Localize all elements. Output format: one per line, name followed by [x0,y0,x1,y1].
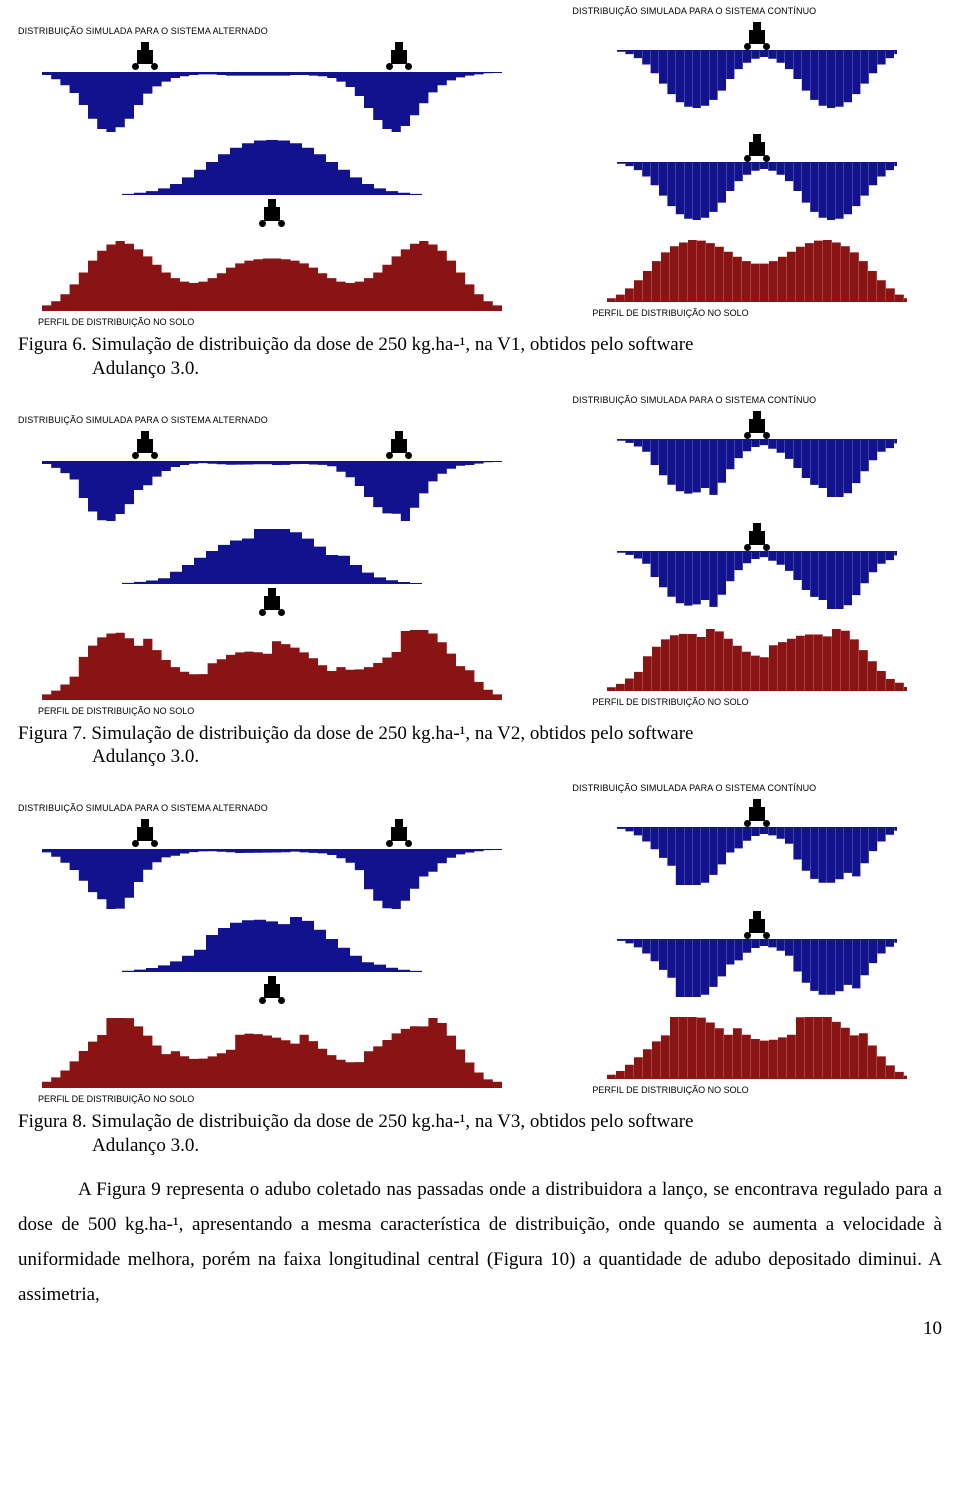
tractor-icon [744,22,770,50]
fig8-right-footer: PERFIL DE DISTRIBUIÇÃO NO SOLO [572,1085,748,1095]
fig7-right-title: DISTRIBUIÇÃO SIMULADA PARA O SISTEMA CON… [572,395,816,405]
fig8-panel-right: DISTRIBUIÇÃO SIMULADA PARA O SISTEMA CON… [572,783,942,1104]
fig8-left-content [18,819,526,1088]
fig8-caption: Figura 8. Simulação de distribuição da d… [18,1110,942,1158]
tractor-icon [744,911,770,939]
fig8-left-tractor-row-top [18,819,526,847]
fig7-caption: Figura 7. Simulação de distribuição da d… [18,722,942,770]
fig8-caption-text-line1: Figura 8. Simulação de distribuição da d… [18,1111,693,1132]
fig7-left-title: DISTRIBUIÇÃO SIMULADA PARA O SISTEMA ALT… [18,415,268,425]
tractor-icon [259,976,285,1004]
tractor-icon [386,819,412,847]
fig6-right-footer: PERFIL DE DISTRIBUIÇÃO NO SOLO [572,308,748,318]
fig8-right-dist-2 [617,939,897,997]
fig8-right-dist-3 [607,1017,907,1079]
fig7-panel-right: DISTRIBUIÇÃO SIMULADA PARA O SISTEMA CON… [572,395,942,716]
fig6-left-dist-bot [42,241,502,311]
fig8-left-dist-bot [42,1018,502,1088]
tractor-icon [744,799,770,827]
fig8-right-title: DISTRIBUIÇÃO SIMULADA PARA O SISTEMA CON… [572,783,816,793]
fig6-left-title: DISTRIBUIÇÃO SIMULADA PARA O SISTEMA ALT… [18,26,268,36]
fig6-panel-left: DISTRIBUIÇÃO SIMULADA PARA O SISTEMA ALT… [18,6,526,327]
fig7-right-dist-1 [617,439,897,497]
fig6-left-dist-mid [122,140,422,195]
fig7-left-dist-mid [122,529,422,584]
body-paragraph: A Figura 9 representa o adubo coletado n… [18,1172,942,1313]
figure-6: DISTRIBUIÇÃO SIMULADA PARA O SISTEMA ALT… [18,6,942,381]
fig7-left-footer: PERFIL DE DISTRIBUIÇÃO NO SOLO [18,706,194,716]
fig8-left-footer: PERFIL DE DISTRIBUIÇÃO NO SOLO [18,1094,194,1104]
tractor-icon [259,588,285,616]
tractor-icon [744,411,770,439]
fig8-right-content [572,799,942,1079]
fig7-left-dist-top [42,461,502,521]
fig7-right-content [572,411,942,691]
tractor-icon [132,431,158,459]
tractor-icon [132,42,158,70]
fig8-panel-left: DISTRIBUIÇÃO SIMULADA PARA O SISTEMA ALT… [18,783,526,1104]
figure-8: DISTRIBUIÇÃO SIMULADA PARA O SISTEMA ALT… [18,783,942,1158]
fig7-caption-text-line2: Adulanço 3.0. [92,746,199,767]
fig6-left-dist-top [42,72,502,132]
fig8-left-title: DISTRIBUIÇÃO SIMULADA PARA O SISTEMA ALT… [18,803,268,813]
fig8-left-dist-top [42,849,502,909]
fig8-left-dist-mid [122,917,422,972]
fig6-right-dist-1 [617,50,897,108]
fig6-left-tractor-row-top [18,42,526,70]
figure-6-panels: DISTRIBUIÇÃO SIMULADA PARA O SISTEMA ALT… [18,6,942,327]
figure-7-panels: DISTRIBUIÇÃO SIMULADA PARA O SISTEMA ALT… [18,395,942,716]
fig8-right-dist-1 [617,827,897,885]
fig6-right-content [572,22,942,302]
fig7-right-dist-2 [617,551,897,609]
fig7-left-tractor-row-top [18,431,526,459]
fig6-caption-text-line2: Adulanço 3.0. [92,358,199,379]
fig7-right-dist-3 [607,629,907,691]
fig6-left-footer: PERFIL DE DISTRIBUIÇÃO NO SOLO [18,317,194,327]
figure-7: DISTRIBUIÇÃO SIMULADA PARA O SISTEMA ALT… [18,395,942,770]
fig6-panel-right: DISTRIBUIÇÃO SIMULADA PARA O SISTEMA CON… [572,6,942,327]
fig6-right-title: DISTRIBUIÇÃO SIMULADA PARA O SISTEMA CON… [572,6,816,16]
fig6-caption: Figura 6. Simulação de distribuição da d… [18,333,942,381]
tractor-icon [259,199,285,227]
fig6-right-dist-2 [617,162,897,220]
fig7-left-dist-bot [42,630,502,700]
fig7-panel-left: DISTRIBUIÇÃO SIMULADA PARA O SISTEMA ALT… [18,395,526,716]
figure-8-panels: DISTRIBUIÇÃO SIMULADA PARA O SISTEMA ALT… [18,783,942,1104]
page-number: 10 [18,1318,942,1340]
tractor-icon [744,523,770,551]
fig6-right-dist-3 [607,240,907,302]
tractor-icon [386,431,412,459]
fig6-left-content [18,42,526,311]
fig7-left-content [18,431,526,700]
fig7-right-footer: PERFIL DE DISTRIBUIÇÃO NO SOLO [572,697,748,707]
tractor-icon [132,819,158,847]
fig7-caption-text-line1: Figura 7. Simulação de distribuição da d… [18,723,693,744]
fig8-caption-text-line2: Adulanço 3.0. [92,1135,199,1156]
fig6-caption-text-line1: Figura 6. Simulação de distribuição da d… [18,334,693,355]
body-paragraph-text: A Figura 9 representa o adubo coletado n… [18,1179,942,1305]
tractor-icon [386,42,412,70]
tractor-icon [744,134,770,162]
